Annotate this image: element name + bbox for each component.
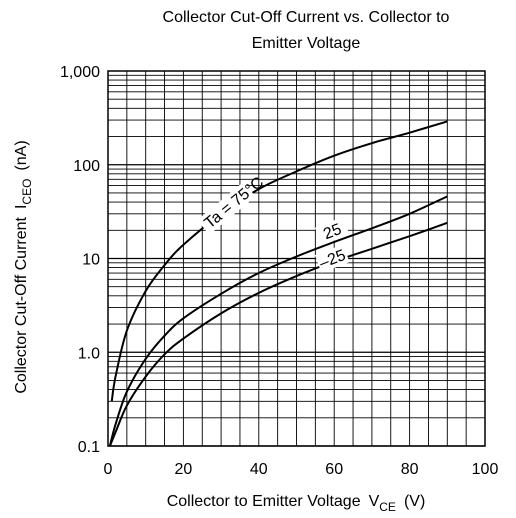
x-tick-label: 40 xyxy=(250,461,268,478)
series-line-2 xyxy=(108,195,448,447)
y-tick-label: 1.0 xyxy=(78,345,100,362)
x-axis-label: Collector to Emitter Voltage VCE (V) xyxy=(167,493,426,514)
x-tick-label: 20 xyxy=(175,461,193,478)
x-tick-label: 0 xyxy=(104,461,113,478)
chart-title-line2: Emitter Voltage xyxy=(252,35,361,52)
series-label-text: 25 xyxy=(321,221,344,243)
series-label-1: Ta = 75°C xyxy=(197,174,268,235)
series-label-3: –25 xyxy=(314,244,350,273)
curve-labels: Ta = 75°C 25–25 xyxy=(197,174,350,273)
y-tick-label: 100 xyxy=(73,158,100,175)
x-tick-label: 100 xyxy=(472,461,499,478)
series-label-2: 25 xyxy=(314,216,350,246)
curves xyxy=(108,120,448,447)
series-label-text: Ta = 75°C xyxy=(202,174,268,232)
series-label-bg xyxy=(314,216,350,246)
series-line-3 xyxy=(108,221,448,447)
x-tick-labels: 0 20 40 60 80 100 xyxy=(104,461,499,478)
series-label-bg xyxy=(314,244,350,273)
x-tick-label: 60 xyxy=(325,461,343,478)
y-axis-label: Collector Cut-Off CurrentICEO(nA) xyxy=(13,140,34,393)
y-tick-label: 0.1 xyxy=(78,439,100,456)
plot-frame xyxy=(107,70,486,447)
x-tick-label: 80 xyxy=(401,461,419,478)
series-label-bg xyxy=(197,181,256,235)
chart-title-line1: Collector Cut-Off Current vs. Collector … xyxy=(163,9,450,26)
y-tick-label: 1,000 xyxy=(60,64,100,81)
y-tick-labels: 0.1 1.0 10 100 1,000 xyxy=(60,64,100,456)
series-line-1 xyxy=(110,120,448,402)
y-tick-label: 10 xyxy=(82,252,100,269)
